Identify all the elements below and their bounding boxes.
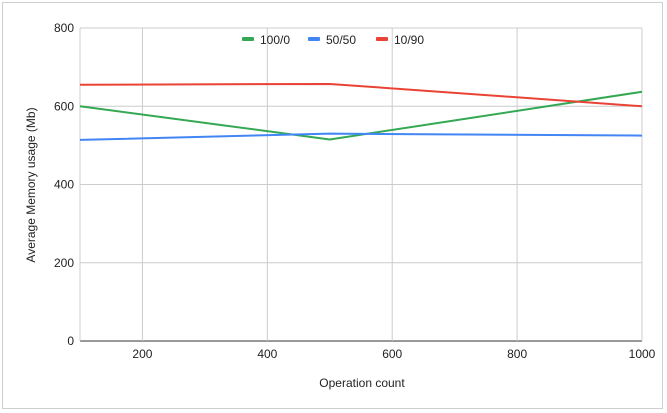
- series-line-10-90: [79, 82, 643, 108]
- x-axis-ticks: 200 400 600 800 1000: [132, 347, 655, 361]
- series-line-100-0: [79, 90, 643, 141]
- x-tick-label: 200: [132, 347, 152, 361]
- legend-swatch: [308, 37, 320, 41]
- legend-label: 10/90: [394, 33, 424, 47]
- y-axis-title: Average Memory usage (Mb): [24, 107, 38, 262]
- x-tick-label: 600: [382, 347, 402, 361]
- x-tick-label: 1000: [629, 347, 656, 361]
- series-line-50-50: [79, 132, 643, 141]
- y-axis-ticks: 0 200 400 600 800: [54, 21, 74, 348]
- x-axis-title: Operation count: [319, 376, 405, 390]
- y-tick-label: 200: [54, 256, 74, 270]
- y-tick-label: 600: [54, 99, 74, 113]
- legend-label: 100/0: [260, 33, 290, 47]
- y-tick-label: 400: [54, 178, 74, 192]
- series-lines: [79, 82, 643, 141]
- x-tick-label: 800: [507, 347, 527, 361]
- grid-lines: [79, 27, 643, 342]
- legend: 100/0 50/50 10/90: [242, 33, 424, 47]
- y-tick-label: 0: [67, 334, 74, 348]
- legend-swatch: [376, 37, 388, 41]
- y-tick-label: 800: [54, 21, 74, 35]
- x-tick-label: 400: [257, 347, 277, 361]
- legend-label: 50/50: [326, 33, 356, 47]
- legend-swatch: [242, 37, 254, 41]
